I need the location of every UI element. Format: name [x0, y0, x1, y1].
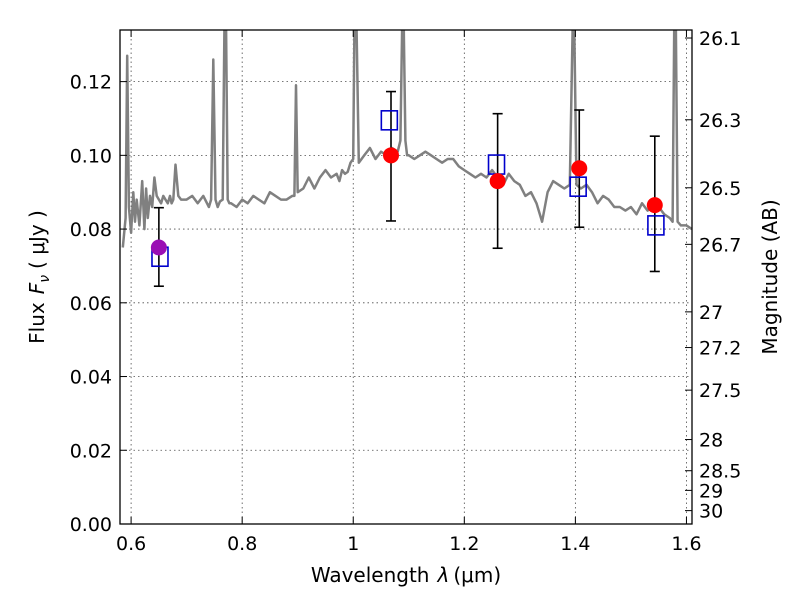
y-tick-label: 0.00 [70, 514, 112, 536]
magnitude-axis-label: Magnitude (AB) [758, 199, 782, 354]
y-tick-label: 0.12 [70, 72, 112, 94]
observed-point [383, 147, 400, 164]
x-tick-label: 1.4 [560, 533, 590, 555]
plot-frame [119, 29, 693, 525]
magnitude-tick-label: 28.5 [699, 461, 741, 483]
y-tick-label: 0.08 [70, 219, 112, 241]
x-tick-label: 1.6 [671, 533, 701, 555]
x-tick-label: 1 [347, 533, 359, 555]
magnitude-tick-label: 26.7 [699, 234, 741, 256]
magnitude-tick-label: 26.1 [699, 28, 741, 50]
observed-point [150, 239, 167, 256]
x-tick-label: 0.8 [227, 533, 257, 555]
magnitude-tick-label: 26.5 [699, 178, 741, 200]
x-axis-ticks: 0.6 0.8 1 1.2 1.4 1.6 [116, 30, 702, 555]
model-point [569, 176, 587, 197]
plot-area [121, 30, 692, 248]
model-point [380, 110, 399, 131]
magnitude-tick-label: 28 [699, 430, 723, 452]
observed-point [489, 173, 506, 190]
markers [150, 90, 665, 288]
y-tick-label: 0.10 [70, 145, 112, 167]
magnitude-tick-label: 27.2 [699, 338, 741, 360]
observed-point [646, 197, 663, 214]
model-point [647, 215, 665, 236]
y-axis-ticks: 0.00 0.02 0.04 0.06 0.08 0.10 0.12 [70, 72, 127, 536]
spectrum-line [121, 30, 692, 248]
y-axis-label: FluxFν( μJy ) [25, 210, 53, 344]
magnitude-tick-label: 27.5 [699, 380, 741, 402]
magnitude-tick-label: 30 [699, 501, 723, 523]
magnitude-tick-label: 27 [699, 302, 723, 324]
magnitude-tick-label: 26.3 [699, 110, 741, 132]
y-tick-label: 0.06 [70, 293, 112, 315]
magnitude-tick-label: 29 [699, 480, 723, 502]
x-tick-label: 1.2 [449, 533, 479, 555]
x-tick-label: 0.6 [116, 533, 146, 555]
y-tick-label: 0.02 [70, 440, 112, 462]
y-tick-label: 0.04 [70, 367, 112, 389]
x-axis-label: Wavelength λ (μm) [311, 563, 501, 587]
observed-point [571, 160, 588, 177]
